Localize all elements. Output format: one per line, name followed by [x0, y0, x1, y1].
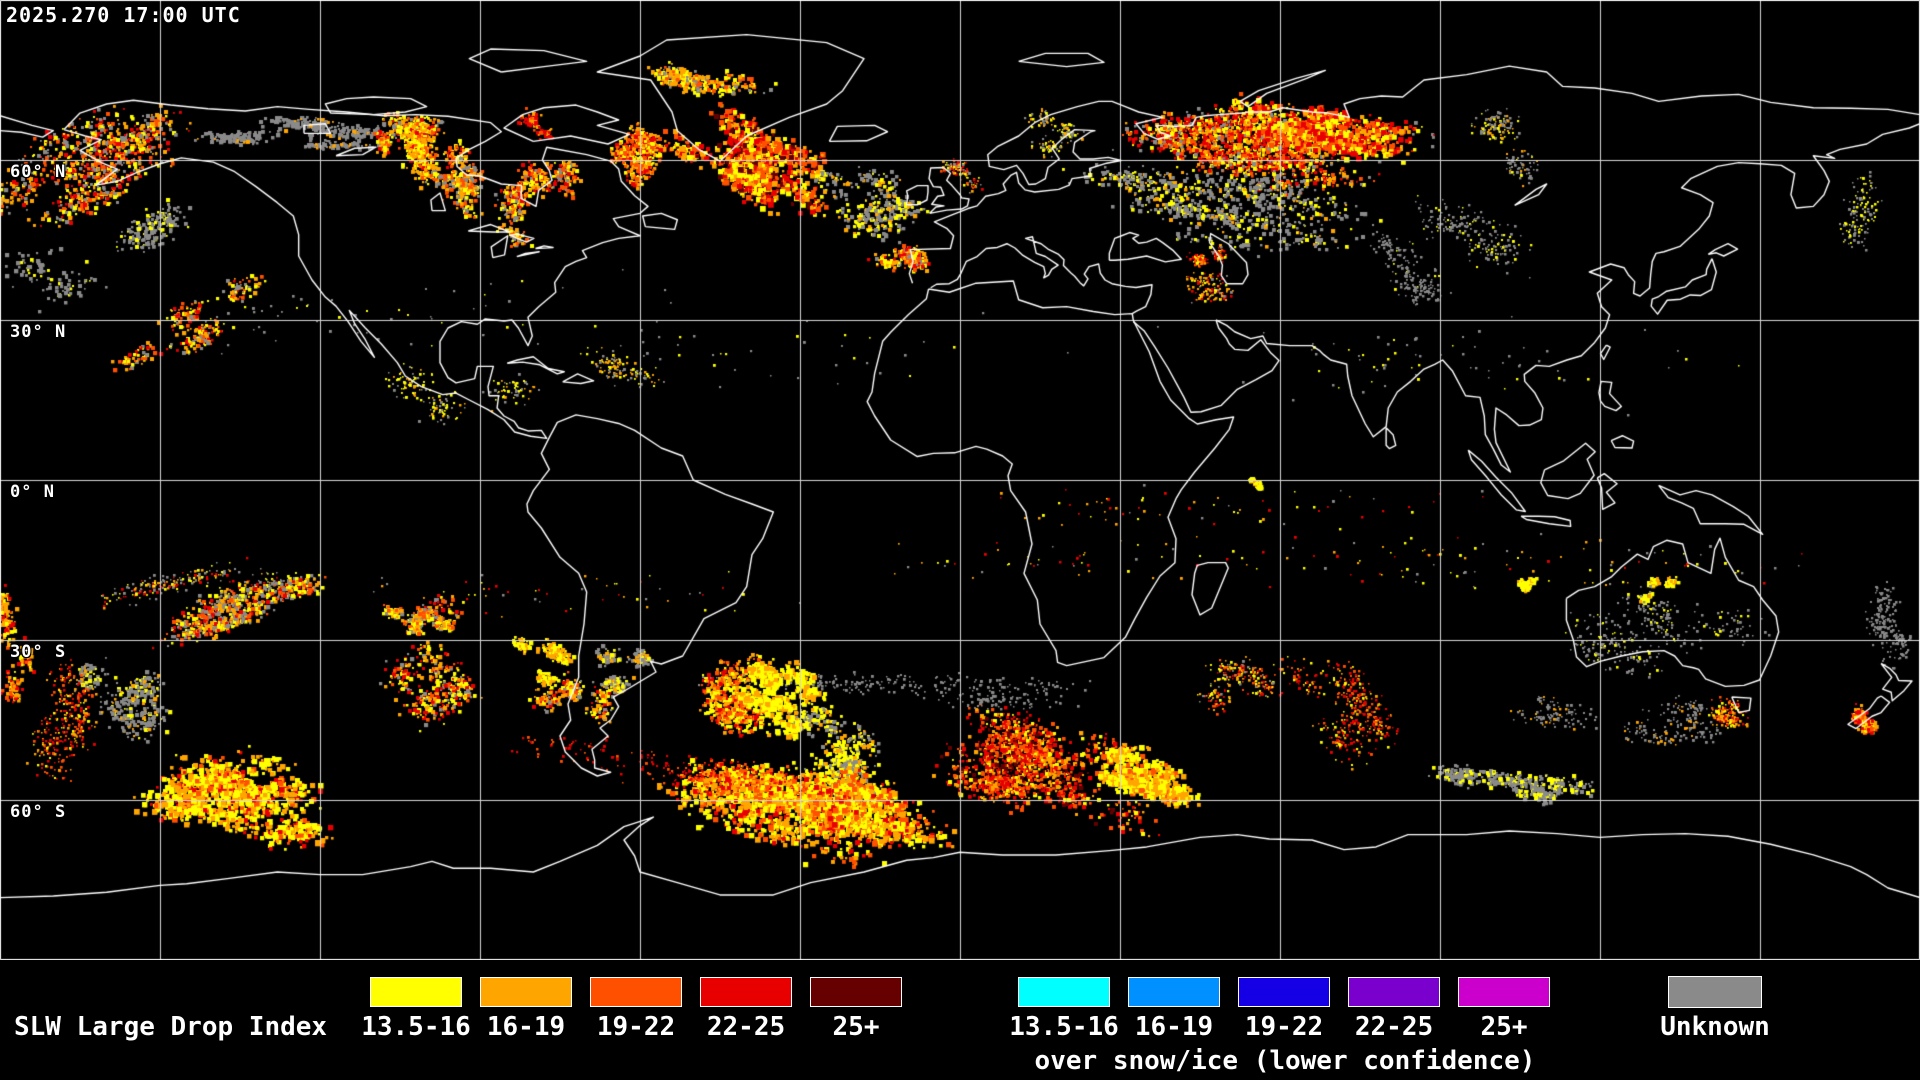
world-map-canvas: [0, 0, 1920, 960]
legend-swatch-snow-22-25: [1348, 977, 1440, 1007]
legend-label-snow-25plus: 25+: [1480, 1012, 1528, 1042]
legend-label-snow-16-19: 16-19: [1134, 1012, 1214, 1042]
legend-swatch-index-22-25: [700, 977, 792, 1007]
legend-swatch-index-25plus: [810, 977, 902, 1007]
legend-title: SLW Large Drop Index: [14, 1012, 328, 1042]
legend-label-snow-13.5-16: 13.5-16: [1009, 1012, 1119, 1042]
lat-label-30n: 30° N: [10, 322, 67, 342]
lat-label-0n: 0° N: [10, 482, 55, 502]
legend-label-index-16-19: 16-19: [486, 1012, 566, 1042]
legend-label-index-19-22: 19-22: [596, 1012, 676, 1042]
legend-swatch-snow-19-22: [1238, 977, 1330, 1007]
legend-label-snow-22-25: 22-25: [1354, 1012, 1434, 1042]
legend-swatch-unknown: [1668, 976, 1762, 1008]
lat-label-60s: 60° S: [10, 802, 67, 822]
legend-swatch-snow-16-19: [1128, 977, 1220, 1007]
legend-swatch-snow-13.5-16: [1018, 977, 1110, 1007]
legend-label-index-25plus: 25+: [832, 1012, 880, 1042]
legend-snow-caption: over snow/ice (lower confidence): [1034, 1046, 1536, 1076]
legend-swatch-snow-25plus: [1458, 977, 1550, 1007]
legend-swatch-index-19-22: [590, 977, 682, 1007]
legend-label-snow-19-22: 19-22: [1244, 1012, 1324, 1042]
legend-swatch-index-13.5-16: [370, 977, 462, 1007]
lat-label-60n: 60° N: [10, 162, 67, 182]
legend-label-index-13.5-16: 13.5-16: [361, 1012, 471, 1042]
legend: SLW Large Drop Index 13.5-16 16-19 19-22…: [0, 960, 1920, 1080]
legend-label-unknown: Unknown: [1660, 1012, 1770, 1042]
timestamp: 2025.270 17:00 UTC: [6, 3, 241, 27]
legend-swatch-index-16-19: [480, 977, 572, 1007]
lat-label-30s: 30° S: [10, 642, 67, 662]
legend-label-index-22-25: 22-25: [706, 1012, 786, 1042]
